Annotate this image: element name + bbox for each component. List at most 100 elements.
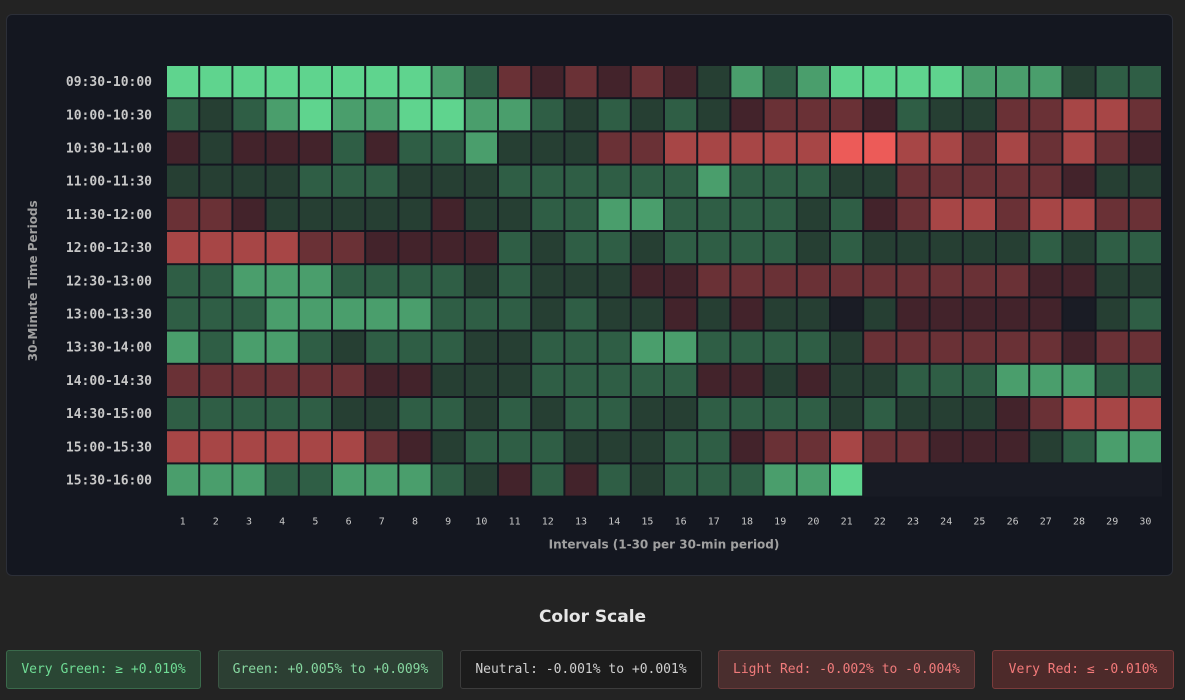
heatmap-cell [166,98,200,132]
heatmap-cell [398,264,432,298]
heatmap-cell [464,197,498,232]
heatmap-cell [199,164,233,198]
heatmap-cell [962,65,996,99]
heatmap-cell [464,463,498,497]
heatmap-cell [929,330,963,364]
heatmap-cell [298,463,332,497]
heatmap-cell [830,463,864,497]
heatmap-cell [730,231,764,265]
heatmap-cell [498,231,532,265]
heatmap-cell [265,264,299,298]
heatmap-cell [1128,397,1163,431]
heatmap-cell [298,131,332,165]
x-tick-label: 15 [641,517,653,528]
heatmap-cell [830,397,864,431]
heatmap-cell [365,363,399,397]
x-tick-label: 10 [475,517,487,528]
heatmap-cell [730,98,764,132]
heatmap-cell [730,131,764,165]
heatmap-cell [431,463,465,497]
x-tick-label: 5 [312,517,318,528]
heatmap-cell [1095,131,1129,165]
heatmap-cell [630,430,664,464]
heatmap-cell [962,98,996,132]
heatmap-cell [431,164,465,198]
heatmap-cell [1029,397,1063,431]
y-tick-label: 13:30-14:00 [66,341,152,356]
heatmap-cell [464,430,498,464]
heatmap-cell [664,131,698,165]
heatmap-cell [597,397,631,431]
heatmap-cell [464,264,498,298]
heatmap-cell [265,65,299,99]
heatmap-cell [1095,65,1129,99]
heatmap-cell [199,131,233,165]
heatmap-cell [265,463,299,497]
heatmap-cell [332,65,366,99]
heatmap-cell [464,231,498,265]
heatmap-cell [763,297,797,331]
heatmap-cell [431,197,465,232]
heatmap-cell [498,65,532,99]
heatmap-cell [697,430,731,464]
heatmap-cell [365,164,399,198]
heatmap-cell [664,330,698,364]
heatmap-cell [332,397,366,431]
heatmap-cell [265,164,299,198]
heatmap-cell [199,430,233,464]
heatmap-cell [332,197,366,232]
heatmap-cell [896,330,930,364]
heatmap-cell [630,330,664,364]
heatmap-cell [896,363,930,397]
heatmap-cell [597,65,631,99]
heatmap-cell [730,463,764,497]
y-tick-label: 10:30-11:00 [66,142,152,157]
x-tick-label: 8 [412,517,418,528]
heatmap-cell [830,98,864,132]
heatmap-cell [298,98,332,132]
x-tick-label: 19 [774,517,786,528]
heatmap-cell [597,264,631,298]
heatmap-cell [1029,330,1063,364]
heatmap-cell [929,363,963,397]
heatmap-cell [1029,131,1063,165]
heatmap-cell [929,264,963,298]
x-tick-label: 27 [1040,517,1052,528]
heatmap-cell [531,430,565,464]
heatmap-cell [597,164,631,198]
legend-green: Green: +0.005% to +0.009% [218,650,443,689]
heatmap-cell [730,297,764,331]
heatmap-cell [232,264,266,298]
heatmap-cell [929,430,963,464]
color-scale-title: Color Scale [538,607,647,627]
heatmap-cell [830,330,864,364]
heatmap-cell [1029,164,1063,198]
heatmap-cell [597,363,631,397]
x-axis-label: Intervals (1-30 per 30-min period) [549,538,780,552]
heatmap-cell [630,65,664,99]
heatmap-cell [863,231,897,265]
heatmap-cell [1029,430,1063,464]
heatmap-cell [265,363,299,397]
heatmap-cell [796,164,830,198]
heatmap-cell [531,264,565,298]
heatmap-cell [597,197,631,232]
heatmap-cell [332,131,366,165]
heatmap-cell [498,297,532,331]
heatmap-cell [298,330,332,364]
heatmap-cell [232,330,266,364]
heatmap-cell [863,65,897,99]
heatmap-cell [630,363,664,397]
x-tick-label: 22 [874,517,886,528]
x-tick-label: 13 [575,517,587,528]
heatmap-cell [166,131,200,165]
heatmap-cell [365,463,399,497]
heatmap-cell [265,98,299,132]
y-tick-label: 12:00-12:30 [66,241,152,256]
heatmap-cell [730,397,764,431]
heatmap-cell [199,65,233,99]
heatmap-cell [398,231,432,265]
heatmap-cell [166,463,200,497]
heatmap-cell [498,463,532,497]
y-tick-label: 13:00-13:30 [66,308,152,323]
